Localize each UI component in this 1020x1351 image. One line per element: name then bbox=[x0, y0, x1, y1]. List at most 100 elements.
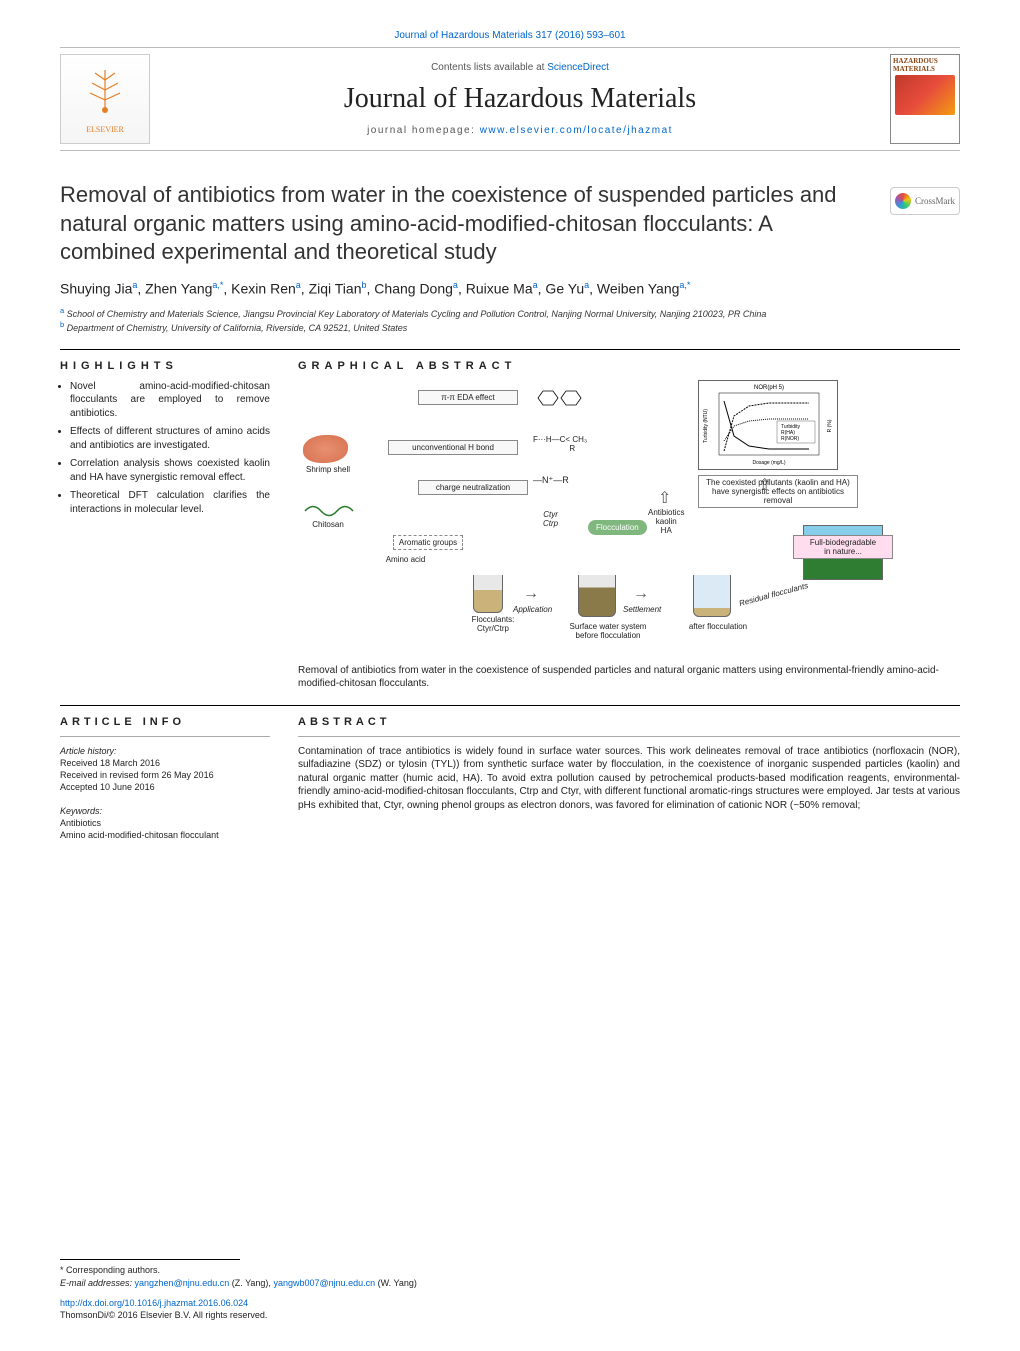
journal-name: Journal of Hazardous Materials bbox=[150, 83, 890, 115]
authors: Shuying Jiaa, Zhen Yanga,*, Kexin Rena, … bbox=[60, 279, 960, 299]
ga-label-amino: Amino acid bbox=[378, 555, 433, 564]
ga-arrow-application: → bbox=[523, 585, 539, 603]
article-info-column: ARTICLE INFO Article history: Received 1… bbox=[60, 716, 270, 842]
journal-cover-image bbox=[895, 75, 955, 115]
abstract-text: Contamination of trace antibiotics is wi… bbox=[298, 745, 960, 813]
ga-box-hbond: unconventional H bond bbox=[388, 440, 518, 455]
crossmark-badge[interactable]: CrossMark bbox=[890, 187, 960, 215]
article-info-heading: ARTICLE INFO bbox=[60, 716, 270, 728]
crossmark-icon bbox=[895, 193, 911, 209]
ga-label-after: after flocculation bbox=[678, 622, 758, 631]
ga-chart: NOR(pH 5) Turbidity (NTU) R (%) Dosage (… bbox=[698, 380, 838, 470]
ga-chem-hbond: F···H—C< CH₃ R bbox=[533, 435, 587, 453]
contents-line: Contents lists available at ScienceDirec… bbox=[150, 62, 890, 73]
sciencedirect-link[interactable]: ScienceDirect bbox=[547, 62, 609, 73]
keyword-item: Amino acid-modified-chitosan flocculant bbox=[60, 829, 270, 841]
email-1-who: (Z. Yang), bbox=[229, 1278, 273, 1288]
history-accepted: Accepted 10 June 2016 bbox=[60, 781, 270, 793]
ga-chem-charge: —N⁺—R bbox=[533, 475, 569, 486]
keyword-item: Antibiotics bbox=[60, 817, 270, 829]
abstract-column: ABSTRACT Contamination of trace antibiot… bbox=[298, 716, 960, 842]
abstract-divider bbox=[298, 736, 960, 737]
ga-shrimp-icon bbox=[303, 435, 348, 463]
footer-rule bbox=[60, 1259, 240, 1260]
crossmark-label: CrossMark bbox=[915, 196, 955, 206]
info-divider bbox=[60, 736, 270, 737]
ga-label-aa-groups: Aromatic groups bbox=[393, 535, 463, 550]
email-1[interactable]: yangzhen@njnu.edu.cn bbox=[135, 1278, 230, 1288]
article-history: Article history: Received 18 March 2016 … bbox=[60, 745, 270, 794]
contents-prefix: Contents lists available at bbox=[431, 62, 547, 73]
copyright: ThomsonDi/© 2016 Elsevier B.V. All right… bbox=[60, 1310, 267, 1320]
journal-cover-title: HAZARDOUS MATERIALS bbox=[893, 57, 957, 73]
history-title: Article history: bbox=[60, 745, 270, 757]
ga-heading: GRAPHICAL ABSTRACT bbox=[298, 360, 960, 372]
elsevier-tree-icon bbox=[80, 65, 130, 125]
ga-label-settlement: Settlement bbox=[623, 605, 661, 614]
ga-label-shrimp: Shrimp shell bbox=[303, 465, 353, 474]
graphical-abstract: π-π EDA effect unconventional H bond cha… bbox=[298, 380, 960, 660]
highlights-ga-row: HIGHLIGHTS Novel amino-acid-modified-chi… bbox=[60, 360, 960, 691]
email-2-who: (W. Yang) bbox=[375, 1278, 417, 1288]
journal-cover: HAZARDOUS MATERIALS bbox=[890, 54, 960, 144]
divider bbox=[60, 349, 960, 350]
journal-header: ELSEVIER Contents lists available at Sci… bbox=[60, 47, 960, 151]
history-received: Received 18 March 2016 bbox=[60, 757, 270, 769]
ga-label-ctyr: Ctyr Ctrp bbox=[543, 510, 558, 528]
corresponding-author: * Corresponding authors. E-mail addresse… bbox=[60, 1264, 960, 1288]
title-row: Removal of antibiotics from water in the… bbox=[60, 181, 960, 267]
article-title: Removal of antibiotics from water in the… bbox=[60, 181, 870, 267]
ga-label-biodeg: Full-biodegradable in nature... bbox=[793, 535, 893, 559]
ga-column: GRAPHICAL ABSTRACT π-π EDA effect unconv… bbox=[298, 360, 960, 691]
abstract-heading: ABSTRACT bbox=[298, 716, 960, 728]
highlights-heading: HIGHLIGHTS bbox=[60, 360, 270, 372]
svg-text:Turbidity (NTU): Turbidity (NTU) bbox=[703, 408, 709, 442]
ga-beaker-before bbox=[578, 575, 616, 617]
ga-caption: Removal of antibiotics from water in the… bbox=[298, 664, 960, 691]
affiliations: a School of Chemistry and Materials Scie… bbox=[60, 306, 960, 334]
footer: * Corresponding authors. E-mail addresse… bbox=[60, 1259, 960, 1321]
ga-arrow-up1: ⇧ bbox=[658, 488, 671, 508]
svg-text:Dosage (mg/L): Dosage (mg/L) bbox=[752, 460, 785, 466]
ga-beaker-after bbox=[693, 575, 731, 617]
info-abstract-row: ARTICLE INFO Article history: Received 1… bbox=[60, 716, 960, 842]
homepage-link[interactable]: www.elsevier.com/locate/jhazmat bbox=[480, 125, 673, 136]
corr-emails: E-mail addresses: yangzhen@njnu.edu.cn (… bbox=[60, 1277, 960, 1289]
corr-label: * Corresponding authors. bbox=[60, 1264, 960, 1276]
ga-label-floc: Flocculants: Ctyr/Ctrp bbox=[458, 615, 528, 633]
homepage-prefix: journal homepage: bbox=[367, 125, 480, 136]
keywords-title: Keywords: bbox=[60, 805, 270, 817]
ga-label-residual: Residual flocculants bbox=[738, 581, 809, 608]
ga-flocculation-pill: Flocculation bbox=[588, 520, 647, 535]
ga-label-antibiotics: Antibiotics kaolin HA bbox=[648, 508, 684, 535]
email-label: E-mail addresses: bbox=[60, 1278, 135, 1288]
highlights-list: Novel amino-acid-modified-chitosan flocc… bbox=[60, 380, 270, 517]
highlights-item: Theoretical DFT calculation clarifies th… bbox=[70, 489, 270, 516]
ga-arrow-settlement: → bbox=[633, 585, 649, 603]
publisher-name: ELSEVIER bbox=[86, 125, 124, 134]
history-revised: Received in revised form 26 May 2016 bbox=[60, 769, 270, 781]
ga-label-chitosan: Chitosan bbox=[303, 520, 353, 529]
email-2[interactable]: yangwb007@njnu.edu.cn bbox=[273, 1278, 375, 1288]
highlights-item: Effects of different structures of amino… bbox=[70, 425, 270, 452]
citation-line: Journal of Hazardous Materials 317 (2016… bbox=[60, 30, 960, 41]
highlights-column: HIGHLIGHTS Novel amino-acid-modified-chi… bbox=[60, 360, 270, 691]
doi-link[interactable]: http://dx.doi.org/10.1016/j.jhazmat.2016… bbox=[60, 1298, 248, 1308]
svg-text:R(NOR): R(NOR) bbox=[781, 436, 799, 442]
svg-text:R (%): R (%) bbox=[827, 419, 833, 432]
doi-block: http://dx.doi.org/10.1016/j.jhazmat.2016… bbox=[60, 1297, 960, 1321]
ga-label-surface: Surface water system before flocculation bbox=[553, 622, 663, 640]
homepage-line: journal homepage: www.elsevier.com/locat… bbox=[150, 125, 890, 136]
ga-chem-ring1 bbox=[533, 388, 583, 410]
highlights-item: Correlation analysis shows coexisted kao… bbox=[70, 457, 270, 484]
highlights-item: Novel amino-acid-modified-chitosan flocc… bbox=[70, 380, 270, 421]
divider-2 bbox=[60, 705, 960, 706]
ga-label-application: Application bbox=[513, 605, 552, 614]
ga-label-synergy: The coexisted pollutants (kaolin and HA)… bbox=[698, 475, 858, 508]
elsevier-logo: ELSEVIER bbox=[60, 54, 150, 144]
ga-beaker-floc bbox=[473, 575, 503, 613]
ga-box-charge: charge neutralization bbox=[418, 480, 528, 495]
svg-text:NOR(pH 5): NOR(pH 5) bbox=[754, 385, 784, 391]
keywords: Keywords: AntibioticsAmino acid-modified… bbox=[60, 805, 270, 841]
keywords-list: AntibioticsAmino acid-modified-chitosan … bbox=[60, 817, 270, 841]
